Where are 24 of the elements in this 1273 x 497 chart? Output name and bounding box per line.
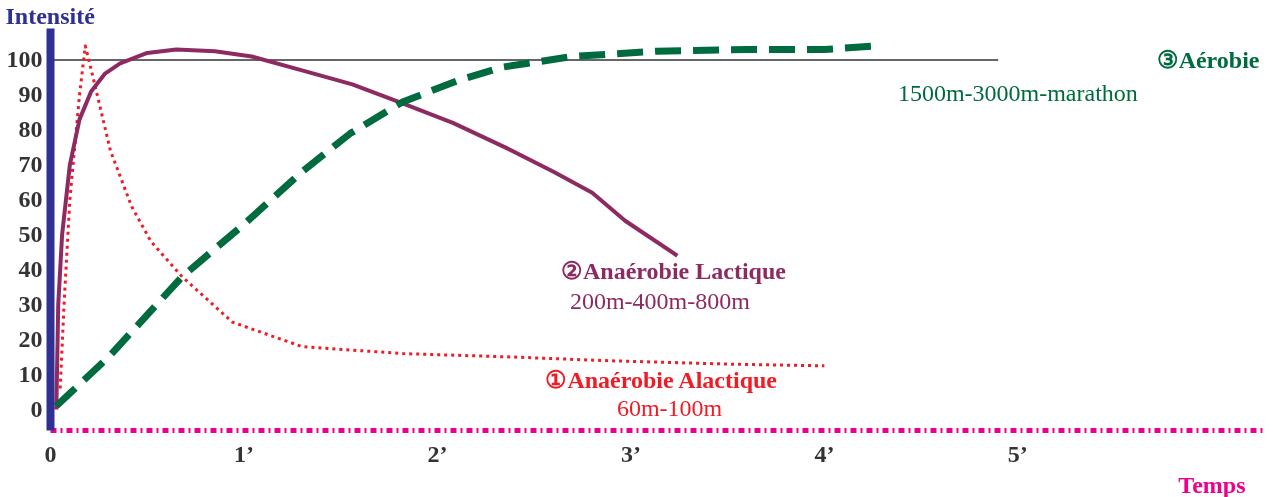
annotation: 1500m-3000m-marathon — [897, 80, 1138, 107]
y-tick-label: 70 — [18, 151, 43, 178]
annotation: 200m-400m-800m — [569, 288, 751, 315]
x-axis-title: Temps — [1178, 471, 1246, 497]
series-label: ①Anaérobie Alactique — [545, 366, 778, 393]
annotation: 60m-100m — [616, 394, 723, 421]
x-tick-label: 5’ — [1007, 440, 1028, 467]
y-tick-label: 80 — [18, 116, 43, 143]
y-tick-label: 90 — [18, 81, 43, 108]
y-tick-label: 60 — [18, 186, 43, 213]
y-tick-label: 50 — [18, 221, 43, 248]
x-tick-label: 4’ — [814, 440, 835, 467]
y-tick-label: 100 — [6, 46, 43, 73]
text: ③Aérobie — [1156, 46, 1260, 73]
x-tick-label: 2’ — [427, 440, 448, 467]
series-label: ②Anaérobie Lactique — [561, 257, 787, 284]
y-axis-title: Intensité — [5, 2, 96, 29]
x-tick-label: 3’ — [620, 440, 641, 467]
y-tick-label: 30 — [18, 291, 43, 318]
x-tick-label: 1’ — [233, 440, 254, 467]
y-tick-label: 20 — [18, 326, 43, 353]
y-tick-label: 40 — [18, 256, 43, 283]
y-tick-label: 0 — [30, 396, 43, 423]
y-tick-label: 10 — [18, 361, 43, 388]
